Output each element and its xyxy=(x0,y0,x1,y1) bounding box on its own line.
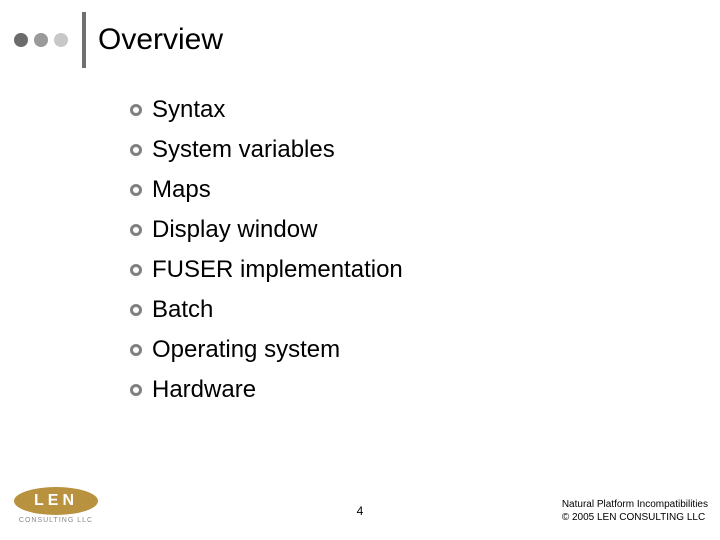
footer-line-1: Natural Platform Incompatibilities xyxy=(562,498,708,511)
footer-line-2: © 2005 LEN CONSULTING LLC xyxy=(562,511,708,524)
slide-header: Overview xyxy=(14,12,223,68)
logo: LEN CONSULTING LLC xyxy=(14,487,98,524)
logo-text: LEN xyxy=(34,492,78,510)
list-item-text: Syntax xyxy=(152,96,225,124)
bullet-icon xyxy=(130,264,142,276)
bullet-icon xyxy=(130,104,142,116)
list-item: Hardware xyxy=(130,376,403,404)
bullet-icon xyxy=(130,344,142,356)
list-item-text: Operating system xyxy=(152,336,340,364)
dot-3 xyxy=(54,33,68,47)
bullet-icon xyxy=(130,384,142,396)
list-item: Syntax xyxy=(130,96,403,124)
list-item: Maps xyxy=(130,176,403,204)
list-item: FUSER implementation xyxy=(130,256,403,284)
list-item: Operating system xyxy=(130,336,403,364)
list-item: System variables xyxy=(130,136,403,164)
list-item-text: Display window xyxy=(152,216,317,244)
header-dots xyxy=(14,33,68,47)
dot-1 xyxy=(14,33,28,47)
list-item-text: FUSER implementation xyxy=(152,256,403,284)
list-item-text: System variables xyxy=(152,136,335,164)
logo-oval: LEN xyxy=(14,487,98,515)
list-item-text: Hardware xyxy=(152,376,256,404)
bullet-icon xyxy=(130,304,142,316)
bullet-icon xyxy=(130,144,142,156)
slide-title: Overview xyxy=(98,23,223,57)
logo-subtext: CONSULTING LLC xyxy=(19,517,93,524)
header-divider xyxy=(82,12,86,68)
list-item: Batch xyxy=(130,296,403,324)
bullet-list: Syntax System variables Maps Display win… xyxy=(130,96,403,416)
bullet-icon xyxy=(130,184,142,196)
footer: Natural Platform Incompatibilities © 200… xyxy=(562,498,708,524)
dot-2 xyxy=(34,33,48,47)
list-item-text: Batch xyxy=(152,296,213,324)
list-item-text: Maps xyxy=(152,176,211,204)
bullet-icon xyxy=(130,224,142,236)
list-item: Display window xyxy=(130,216,403,244)
page-number: 4 xyxy=(357,504,364,518)
